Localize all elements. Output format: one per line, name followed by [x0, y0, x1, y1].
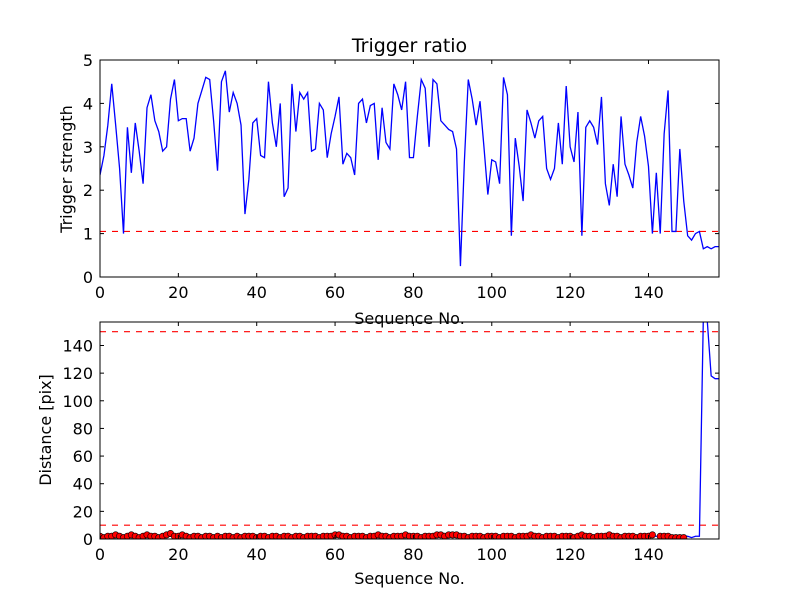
- x-tick-label: 140: [633, 545, 664, 564]
- y-tick-label: 20: [73, 502, 93, 521]
- y-tick-label: 1: [83, 225, 93, 244]
- y-tick-label: 80: [73, 419, 93, 438]
- y-tick-label: 0: [83, 268, 93, 287]
- x-tick-label: 120: [555, 545, 586, 564]
- x-tick-label: 60: [325, 545, 345, 564]
- x-tick-label: 40: [247, 545, 267, 564]
- trigger-ratio-plot-area: 0 20 40 60 80 100 120 140 0 1 2 3 4 5: [83, 51, 720, 302]
- data-point: [648, 531, 656, 539]
- trigger-ratio-chart: 0 20 40 60 80 100 120 140 0 1 2 3 4 5 Trigger ratio S…: [57, 35, 720, 328]
- y-tick-label: 2: [83, 181, 93, 200]
- series-line: [100, 70, 719, 267]
- y-tick-label: 0: [83, 530, 93, 549]
- x-tick-label: 40: [247, 283, 267, 302]
- y-axis-label: Trigger strength: [57, 105, 76, 234]
- x-tick-label: 20: [168, 283, 188, 302]
- x-tick-label: 20: [168, 545, 188, 564]
- x-tick-label: 60: [325, 283, 345, 302]
- y-axis-label: Distance [pix]: [36, 374, 55, 486]
- data-point: [680, 534, 688, 539]
- x-tick-label: 80: [403, 283, 423, 302]
- y-tick-label: 4: [83, 94, 93, 113]
- x-tick-label: 0: [95, 283, 105, 302]
- y-tick-label: 140: [62, 336, 93, 355]
- y-tick-label: 60: [73, 447, 93, 466]
- x-tick-label: 140: [633, 283, 664, 302]
- x-tick-label: 100: [476, 283, 507, 302]
- y-tick-label: 100: [62, 392, 93, 411]
- x-tick-label: 120: [555, 283, 586, 302]
- distance-chart: 0 20 40 60 80 100 120 140 0 20 40 60 80 100 120 140 Seq…: [36, 321, 720, 588]
- x-axis-label: Sequence No.: [354, 309, 465, 328]
- x-axis-label: Sequence No.: [354, 569, 465, 588]
- axes-frame: [99, 321, 720, 540]
- axes-frame: [99, 59, 720, 278]
- y-tick-label: 40: [73, 475, 93, 494]
- x-tick-label: 0: [95, 545, 105, 564]
- y-tick-label: 120: [62, 364, 93, 383]
- x-tick-label: 80: [403, 545, 423, 564]
- y-tick-label: 5: [83, 51, 93, 70]
- distance-plot-area: 0 20 40 60 80 100 120 140 0 20 40 60 80 100 120 140: [62, 321, 720, 564]
- chart-title: Trigger ratio: [351, 35, 467, 57]
- x-tick-label: 100: [476, 545, 507, 564]
- y-tick-label: 3: [83, 138, 93, 157]
